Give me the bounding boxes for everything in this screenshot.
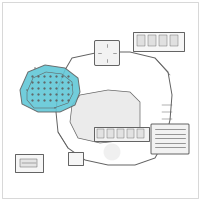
FancyBboxPatch shape [15,154,43,172]
Polygon shape [20,65,80,112]
FancyBboxPatch shape [94,127,148,140]
FancyBboxPatch shape [132,31,184,50]
Bar [117,129,124,138]
FancyBboxPatch shape [151,124,189,154]
FancyBboxPatch shape [95,40,120,66]
Bar [20,159,37,167]
Bar [127,129,134,138]
Bar [137,35,145,46]
Bar [159,35,167,46]
Bar [107,129,114,138]
Bar [148,35,156,46]
FancyBboxPatch shape [68,152,83,164]
Bar [97,129,104,138]
Polygon shape [70,90,140,143]
Circle shape [104,144,120,160]
Bar [170,35,178,46]
Bar [137,129,144,138]
